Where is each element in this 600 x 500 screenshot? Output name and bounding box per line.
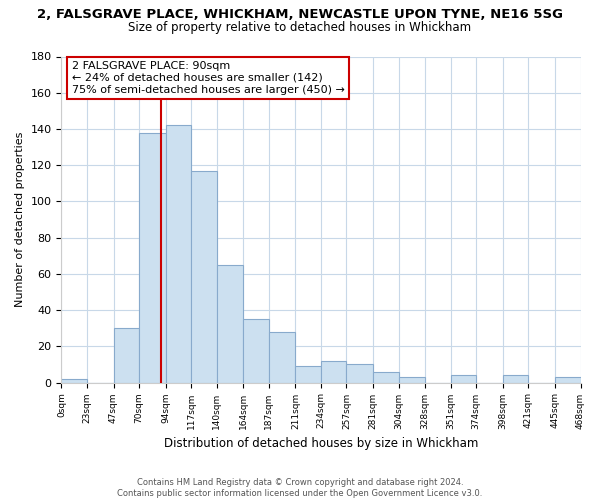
Bar xyxy=(269,332,295,382)
Bar xyxy=(373,372,398,382)
Bar xyxy=(451,376,476,382)
Bar xyxy=(61,379,87,382)
Bar xyxy=(244,319,269,382)
Text: Size of property relative to detached houses in Whickham: Size of property relative to detached ho… xyxy=(128,21,472,34)
Bar xyxy=(555,377,581,382)
Bar xyxy=(217,265,244,382)
Bar xyxy=(166,126,191,382)
Text: 2 FALSGRAVE PLACE: 90sqm
← 24% of detached houses are smaller (142)
75% of semi-: 2 FALSGRAVE PLACE: 90sqm ← 24% of detach… xyxy=(72,62,344,94)
Bar xyxy=(398,377,425,382)
Text: 2, FALSGRAVE PLACE, WHICKHAM, NEWCASTLE UPON TYNE, NE16 5SG: 2, FALSGRAVE PLACE, WHICKHAM, NEWCASTLE … xyxy=(37,8,563,20)
Bar xyxy=(295,366,321,382)
Bar xyxy=(321,361,346,382)
X-axis label: Distribution of detached houses by size in Whickham: Distribution of detached houses by size … xyxy=(164,437,478,450)
Bar xyxy=(346,364,373,382)
Bar xyxy=(503,376,529,382)
Y-axis label: Number of detached properties: Number of detached properties xyxy=(15,132,25,307)
Bar xyxy=(139,132,166,382)
Bar xyxy=(113,328,139,382)
Bar xyxy=(191,170,217,382)
Text: Contains HM Land Registry data © Crown copyright and database right 2024.
Contai: Contains HM Land Registry data © Crown c… xyxy=(118,478,482,498)
